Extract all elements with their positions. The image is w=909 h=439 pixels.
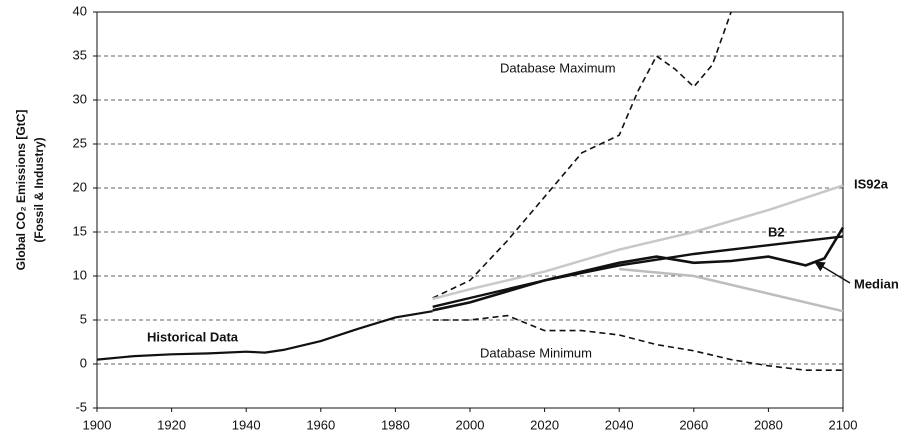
series-line [432,226,845,312]
y-tick-label: 35 [73,47,87,62]
x-tick-label: 2080 [754,417,783,432]
y-axis-title: (Fossil & Industry) [32,137,46,242]
y-tick-label: 5 [80,311,87,326]
x-tick-label: 1960 [306,417,335,432]
series-label: IS92a [854,176,889,191]
y-tick-label: 0 [80,355,87,370]
y-tick-label: 15 [73,223,87,238]
y-tick-label: 10 [73,267,87,282]
series-line [432,314,843,371]
series-label: Historical Data [147,329,239,344]
series-line [432,11,732,299]
y-tick-label: 40 [73,3,87,18]
x-tick-label: 2000 [456,417,485,432]
x-tick-label: 2100 [829,417,858,432]
x-tick-label: 2060 [679,417,708,432]
x-tick-label: 1920 [157,417,186,432]
x-tick-label: 2020 [530,417,559,432]
series-label: Database Minimum [480,345,592,360]
x-tick-label: 1940 [232,417,261,432]
series-line [432,184,844,301]
y-axis-title: Global CO₂ Emissions [GtC] [14,110,28,271]
series-label: B2 [768,224,785,239]
y-tick-label: 25 [73,135,87,150]
annotation-arrow [814,261,851,284]
series-label: Database Maximum [500,60,616,75]
x-tick-label: 1980 [381,417,410,432]
x-tick-label: 1900 [83,417,112,432]
series-line [432,235,844,308]
series-line [96,310,433,361]
plot-frame [96,11,844,409]
y-tick-label: 30 [73,91,87,106]
y-tick-label: -5 [75,399,87,414]
x-tick-label: 2040 [605,417,634,432]
series-label: Median [854,276,899,291]
series-line [619,267,844,313]
y-tick-label: 20 [73,179,87,194]
